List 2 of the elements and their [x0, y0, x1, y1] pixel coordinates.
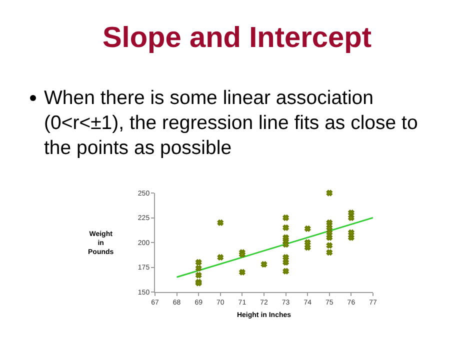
chart-title: Slope and Intercept: [101, 22, 373, 55]
text: When there is some linear association (0<r<±1), the regression line fits as close to the points as possible: [44, 86, 419, 161]
